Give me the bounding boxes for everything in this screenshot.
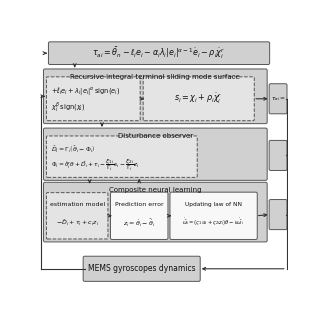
- Text: $\chi_i^{\beta}\, \mathrm{sign}(\chi_i)$: $\chi_i^{\beta}\, \mathrm{sign}(\chi_i)$: [51, 100, 86, 114]
- Text: $\tau_{ai} = \bar{\theta}_n - \ell_i e_i - \alpha_i \lambda_i |e_i|^{\alpha-1} \: $\tau_{ai} = \bar{\theta}_n - \ell_i e_i…: [92, 45, 226, 61]
- FancyBboxPatch shape: [269, 84, 287, 114]
- Text: Recursive integral terminal sliding mode surface: Recursive integral terminal sliding mode…: [70, 74, 240, 80]
- FancyBboxPatch shape: [46, 77, 140, 121]
- Text: $\hat{D}_i = \Gamma_i \left(\hat{\vartheta}_i - \Phi_i\right)$: $\hat{D}_i = \Gamma_i \left(\hat{\varthe…: [51, 143, 95, 154]
- FancyBboxPatch shape: [143, 77, 254, 121]
- Text: $\Phi_i = \dot{\vartheta}_i^r \theta + \hat{D}_i + \tau_i - \dfrac{\xi_{1i}}{\Ga: $\Phi_i = \dot{\vartheta}_i^r \theta + \…: [51, 157, 140, 173]
- Text: $s_i = \chi_i + \rho_i \dot{\chi}_i^r$: $s_i = \chi_i + \rho_i \dot{\chi}_i^r$: [174, 92, 223, 106]
- Text: Composite neural learning: Composite neural learning: [109, 187, 202, 193]
- Text: $\dot{\hat{\omega}}_i = (\varsigma_{1i} s_i + \varsigma_{2i} z_i)\theta - \iota_: $\dot{\hat{\omega}}_i = (\varsigma_{1i} …: [182, 217, 245, 228]
- Text: $\tau_{ai}=$: $\tau_{ai}=$: [271, 95, 285, 103]
- Text: Prediction error: Prediction error: [115, 202, 164, 207]
- FancyBboxPatch shape: [44, 182, 267, 242]
- Text: MEMS gyroscopes dynamics: MEMS gyroscopes dynamics: [88, 264, 196, 273]
- Text: estimation model: estimation model: [50, 202, 105, 207]
- FancyBboxPatch shape: [46, 193, 108, 239]
- Text: Updating law of NN: Updating law of NN: [185, 202, 242, 207]
- FancyBboxPatch shape: [48, 42, 270, 65]
- FancyBboxPatch shape: [110, 192, 168, 239]
- FancyBboxPatch shape: [170, 192, 257, 239]
- FancyBboxPatch shape: [269, 200, 287, 230]
- Text: $+ \ell_i e_i + \lambda_i |e_i|^{\alpha}\, \mathrm{sign}(e_i)$: $+ \ell_i e_i + \lambda_i |e_i|^{\alpha}…: [51, 85, 120, 97]
- Text: $-\hat{D}_i + \tau_i + c_i z_i$: $-\hat{D}_i + \tau_i + c_i z_i$: [56, 217, 99, 228]
- FancyBboxPatch shape: [44, 128, 267, 180]
- FancyBboxPatch shape: [44, 69, 267, 124]
- Text: Disturbance observer: Disturbance observer: [118, 133, 193, 139]
- FancyBboxPatch shape: [46, 136, 197, 177]
- FancyBboxPatch shape: [83, 256, 200, 281]
- FancyBboxPatch shape: [269, 140, 287, 171]
- Text: $z_i = \dot{\vartheta}_i - \hat{\dot{\vartheta}}_i$: $z_i = \dot{\vartheta}_i - \hat{\dot{\va…: [123, 216, 156, 228]
